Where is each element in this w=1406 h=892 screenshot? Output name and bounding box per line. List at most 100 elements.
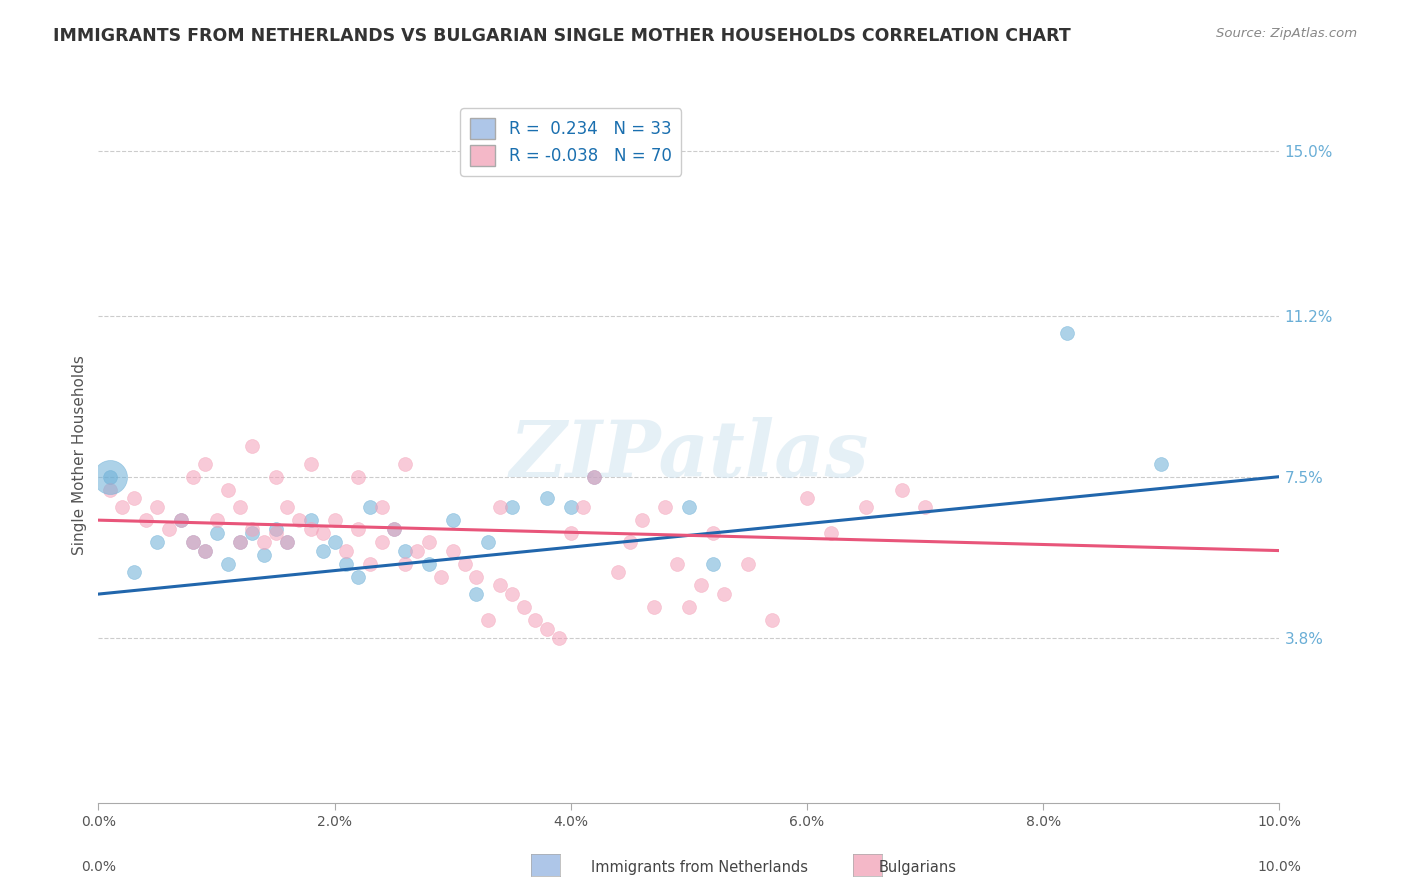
Point	[914, 500, 936, 514]
Point	[666, 557, 689, 571]
Point	[240, 439, 263, 453]
Point	[264, 526, 287, 541]
Point	[135, 513, 157, 527]
Point	[394, 557, 416, 571]
Point	[288, 513, 311, 527]
Point	[194, 543, 217, 558]
Point	[501, 587, 523, 601]
Point	[501, 500, 523, 514]
Point	[820, 526, 842, 541]
Text: 0.0%: 0.0%	[82, 860, 115, 874]
Text: Bulgarians: Bulgarians	[879, 860, 956, 874]
Point	[371, 535, 394, 549]
Point	[347, 570, 370, 584]
Point	[276, 535, 298, 549]
Point	[371, 500, 394, 514]
Point	[205, 526, 228, 541]
Point	[122, 566, 145, 580]
Point	[477, 535, 499, 549]
Point	[512, 600, 534, 615]
Point	[560, 526, 582, 541]
Point	[1150, 457, 1173, 471]
Point	[548, 631, 571, 645]
Point	[571, 500, 593, 514]
Point	[702, 557, 724, 571]
Point	[607, 566, 630, 580]
Point	[737, 557, 759, 571]
Point	[654, 500, 676, 514]
Point	[524, 613, 547, 627]
Point	[394, 543, 416, 558]
Point	[477, 613, 499, 627]
Point	[1056, 326, 1078, 341]
Point	[489, 578, 512, 592]
Point	[418, 535, 440, 549]
Point	[430, 570, 453, 584]
Point	[98, 469, 121, 483]
Point	[643, 600, 665, 615]
Point	[240, 522, 263, 536]
Point	[229, 535, 252, 549]
Point	[347, 522, 370, 536]
Point	[359, 557, 381, 571]
Point	[276, 500, 298, 514]
Point	[98, 483, 121, 497]
Point	[229, 500, 252, 514]
Point	[205, 513, 228, 527]
Point	[382, 522, 405, 536]
Point	[181, 535, 204, 549]
Point	[122, 491, 145, 506]
Point	[181, 535, 204, 549]
Point	[796, 491, 818, 506]
Point	[713, 587, 735, 601]
Point	[406, 543, 429, 558]
Text: IMMIGRANTS FROM NETHERLANDS VS BULGARIAN SINGLE MOTHER HOUSEHOLDS CORRELATION CH: IMMIGRANTS FROM NETHERLANDS VS BULGARIAN…	[53, 27, 1071, 45]
Point	[335, 557, 357, 571]
Point	[146, 500, 169, 514]
Point	[347, 469, 370, 483]
Point	[111, 500, 134, 514]
Point	[312, 526, 335, 541]
Point	[335, 543, 357, 558]
Text: 10.0%: 10.0%	[1257, 860, 1302, 874]
Point	[264, 522, 287, 536]
Point	[583, 469, 606, 483]
Point	[264, 469, 287, 483]
Point	[630, 513, 652, 527]
Point	[418, 557, 440, 571]
Legend: R =  0.234   N = 33, R = -0.038   N = 70: R = 0.234 N = 33, R = -0.038 N = 70	[460, 109, 682, 176]
Point	[855, 500, 877, 514]
Point	[240, 526, 263, 541]
Point	[678, 600, 700, 615]
Point	[536, 491, 558, 506]
Point	[689, 578, 711, 592]
Point	[312, 543, 335, 558]
Point	[194, 543, 217, 558]
Point	[536, 622, 558, 636]
Point	[382, 522, 405, 536]
Point	[890, 483, 912, 497]
Point	[157, 522, 180, 536]
Point	[453, 557, 475, 571]
Point	[394, 457, 416, 471]
Point	[253, 548, 276, 562]
Point	[276, 535, 298, 549]
Point	[194, 457, 217, 471]
Point	[229, 535, 252, 549]
Point	[217, 557, 239, 571]
Point	[678, 500, 700, 514]
Point	[170, 513, 193, 527]
Point	[253, 535, 276, 549]
Point	[702, 526, 724, 541]
Point	[441, 513, 464, 527]
Point	[583, 469, 606, 483]
Point	[489, 500, 512, 514]
Point	[98, 469, 121, 483]
Point	[217, 483, 239, 497]
Point	[146, 535, 169, 549]
Point	[299, 513, 322, 527]
Point	[761, 613, 783, 627]
Point	[359, 500, 381, 514]
Point	[181, 469, 204, 483]
Point	[299, 457, 322, 471]
